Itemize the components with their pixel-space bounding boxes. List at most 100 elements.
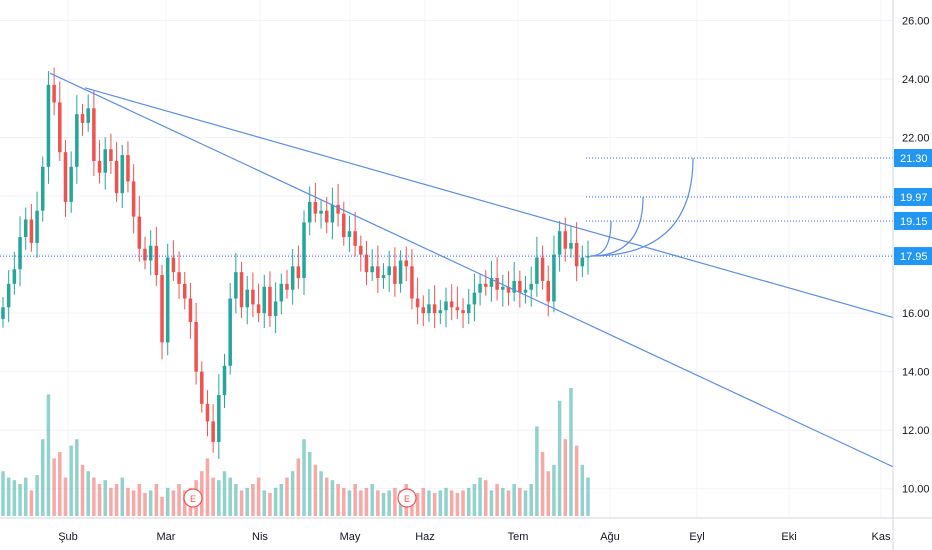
- volume-bar: [97, 484, 102, 516]
- candle-body: [319, 210, 323, 214]
- candle-body: [120, 155, 125, 194]
- candle-body: [398, 260, 403, 284]
- candle-body: [114, 160, 119, 194]
- candle-body: [535, 257, 539, 284]
- candle-body: [165, 257, 170, 343]
- volume-bar: [574, 445, 579, 516]
- volume-bar: [52, 458, 56, 516]
- volume-bar: [154, 484, 159, 516]
- y-tick-label: 26.00: [902, 15, 930, 27]
- candle-body: [148, 245, 153, 261]
- candle-body: [251, 289, 255, 305]
- fan-arc: [589, 220, 612, 257]
- volume-bar: [296, 458, 301, 516]
- volume-bar: [506, 490, 511, 516]
- volume-bar: [313, 464, 318, 516]
- candle-body: [194, 321, 198, 372]
- candle-body: [86, 108, 90, 123]
- candle-body: [529, 283, 533, 290]
- x-tick-label: May: [340, 531, 361, 543]
- volume-bar: [484, 480, 488, 516]
- candle-body: [18, 237, 22, 270]
- volume-bar: [489, 490, 494, 516]
- earnings-circle: [397, 488, 417, 508]
- volume-bar: [205, 458, 210, 516]
- candle-body: [489, 278, 494, 287]
- x-tick-label: Tem: [508, 531, 529, 543]
- candle-body: [347, 231, 352, 238]
- volume-bar: [415, 492, 420, 516]
- volume-bar: [251, 484, 255, 516]
- candle-body: [546, 280, 551, 302]
- volume-bar: [46, 394, 51, 516]
- volume-bar: [35, 475, 39, 516]
- candles: [1, 67, 590, 459]
- volume-bar: [546, 471, 551, 516]
- candle-body: [370, 266, 374, 273]
- volume-bar: [234, 484, 238, 516]
- volume-bar: [535, 426, 539, 516]
- volume-bar: [143, 492, 147, 516]
- candle-body: [518, 280, 522, 293]
- candle-body: [404, 260, 409, 267]
- candle-body: [540, 257, 545, 281]
- x-tick-label: Eyl: [689, 531, 704, 543]
- candle-body: [97, 160, 102, 173]
- volume-bar: [563, 439, 568, 516]
- candle-body: [302, 222, 306, 279]
- candle-body: [245, 289, 249, 308]
- volume-bar: [40, 439, 45, 516]
- price-label-box: [894, 149, 932, 168]
- volume-bar: [449, 490, 454, 516]
- volume-bar: [200, 471, 204, 516]
- price-label-text: 19.15: [900, 216, 928, 228]
- volume-bar: [171, 490, 176, 516]
- x-tick-label: Nis: [252, 531, 268, 543]
- price-label: 17.95: [894, 247, 932, 266]
- volume-bar: [58, 452, 62, 516]
- candle-body: [415, 298, 420, 308]
- volume-bar: [569, 388, 573, 516]
- price-label-text: 19.97: [900, 192, 928, 204]
- candle-body: [461, 310, 465, 314]
- trend-line-resistance: [84, 87, 894, 319]
- candle-body: [279, 283, 284, 302]
- price-label-box: [894, 187, 932, 206]
- volume-bar: [228, 477, 232, 516]
- candle-body: [376, 266, 380, 279]
- candle-body: [234, 272, 238, 299]
- volume-bar: [120, 477, 125, 516]
- volume-bar: [523, 490, 528, 516]
- earnings-circle: [183, 488, 203, 508]
- candle-body: [69, 166, 73, 202]
- y-tick-label: 14.00: [902, 367, 930, 379]
- volume-bar: [18, 484, 22, 516]
- volume-bar: [438, 490, 443, 516]
- volume-bar: [387, 490, 391, 516]
- candle-body: [228, 298, 232, 366]
- volume-bar: [239, 490, 244, 516]
- candle-body: [421, 307, 426, 314]
- volume-bar: [353, 484, 357, 516]
- y-tick-label: 24.00: [902, 74, 930, 86]
- volume-bar: [29, 490, 34, 516]
- drawings: [0, 72, 894, 468]
- candle-body: [58, 102, 62, 153]
- candle-body: [313, 201, 318, 214]
- price-label: 19.97: [894, 187, 932, 206]
- volume-bar: [86, 471, 90, 516]
- candle-body: [40, 166, 45, 211]
- volume-bar: [222, 471, 227, 516]
- candle-body: [586, 256, 590, 258]
- candle-body: [154, 245, 159, 276]
- candle-body: [501, 286, 505, 290]
- volume-bar: [324, 477, 329, 516]
- volume-bar: [501, 487, 505, 516]
- volume-bar: [109, 487, 113, 516]
- candle-body: [296, 266, 301, 279]
- candle-body: [472, 292, 477, 305]
- x-tick-label: Eki: [781, 531, 796, 543]
- candle-body: [160, 275, 164, 343]
